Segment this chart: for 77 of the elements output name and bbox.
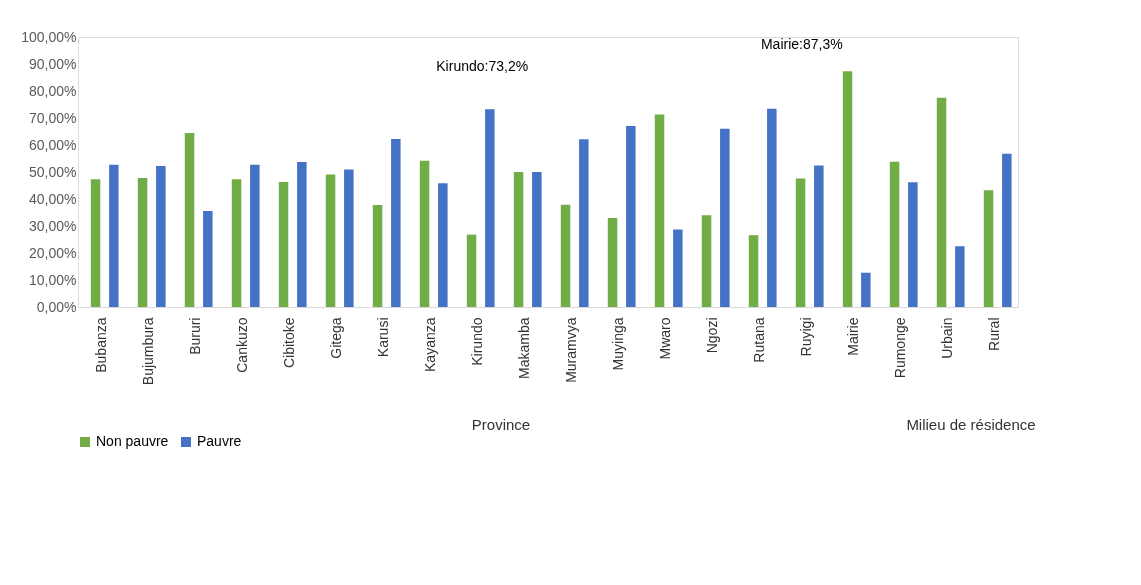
bar <box>231 179 242 307</box>
bar <box>137 177 148 307</box>
bar <box>983 190 994 307</box>
x-tick-label: Cibitoke <box>280 317 297 369</box>
bar <box>278 181 289 307</box>
x-tick-label: Ngozi <box>703 317 720 354</box>
bar <box>720 128 730 307</box>
bar <box>156 166 166 307</box>
x-tick-label: Bubanza <box>92 317 109 373</box>
x-tick-label: Makamba <box>515 317 532 379</box>
bar <box>344 169 354 307</box>
annotation: Mairie:87,3% <box>760 36 843 52</box>
y-tick-label: 100,00% <box>21 28 77 45</box>
bar <box>955 246 965 307</box>
bar <box>203 210 213 307</box>
x-tick-label: Urbain <box>938 317 955 359</box>
x-tick-label: Kayanza <box>421 317 438 372</box>
bar <box>466 234 477 307</box>
y-tick-label: 60,00% <box>29 136 77 153</box>
x-tick-label: Muyinga <box>609 317 626 371</box>
bar <box>861 272 871 307</box>
y-tick-label: 10,00% <box>29 271 77 288</box>
bar <box>532 172 542 307</box>
y-tick-label: 20,00% <box>29 244 77 261</box>
bar <box>297 162 307 307</box>
x-tick-label: Rural <box>985 317 1002 351</box>
x-tick-label: Rutana <box>750 317 767 363</box>
bar <box>513 172 524 307</box>
x-tick-label: Muramvya <box>562 317 579 383</box>
annotation: Kirundo:73,2% <box>436 58 529 74</box>
x-tick-label: Rumonge <box>891 317 908 379</box>
bar <box>701 215 712 307</box>
x-tick-label: Bujumbura <box>139 317 156 386</box>
x-tick-label: Mairie <box>844 317 861 356</box>
bar <box>814 165 824 307</box>
y-tick-label: 90,00% <box>29 55 77 72</box>
bar <box>325 174 336 307</box>
bar <box>842 71 853 307</box>
bar <box>579 139 589 307</box>
bar <box>109 164 119 307</box>
bar <box>419 160 430 307</box>
y-tick-label: 30,00% <box>29 217 77 234</box>
x-tick-label: Kirundo <box>468 317 485 366</box>
bar <box>485 109 495 307</box>
bar <box>250 164 260 307</box>
bar <box>560 204 571 307</box>
x-tick-label: Bururi <box>186 317 203 355</box>
bar <box>184 133 195 307</box>
y-tick-label: 0,00% <box>36 298 77 315</box>
x-tick-label: Karusi <box>374 317 391 358</box>
legend-label: Non pauvre <box>96 433 169 449</box>
bar <box>795 178 806 307</box>
bar <box>889 161 900 307</box>
x-tick-label: Cankuzo <box>233 317 250 373</box>
bar <box>748 235 759 307</box>
bar <box>607 217 618 307</box>
bar <box>936 97 947 307</box>
text: Milieu de résidence <box>906 416 1036 433</box>
bar <box>90 179 101 307</box>
bar <box>654 114 665 307</box>
bar <box>767 108 777 307</box>
bar <box>908 182 918 307</box>
y-tick-label: 80,00% <box>29 82 77 99</box>
y-tick-label: 50,00% <box>29 163 77 180</box>
bar <box>372 204 383 307</box>
x-tick-label: Mwaro <box>656 317 673 360</box>
bar <box>391 139 401 307</box>
y-tick-label: 70,00% <box>29 109 77 126</box>
x-tick-label: Ruyigi <box>797 317 814 357</box>
x-tick-label: Gitega <box>327 317 344 359</box>
bar <box>673 229 683 307</box>
y-tick-label: 40,00% <box>29 190 77 207</box>
bar <box>626 126 636 307</box>
bar <box>1002 153 1012 307</box>
legend-label: Pauvre <box>197 433 242 449</box>
text: Province <box>471 416 531 433</box>
bar <box>438 183 448 307</box>
